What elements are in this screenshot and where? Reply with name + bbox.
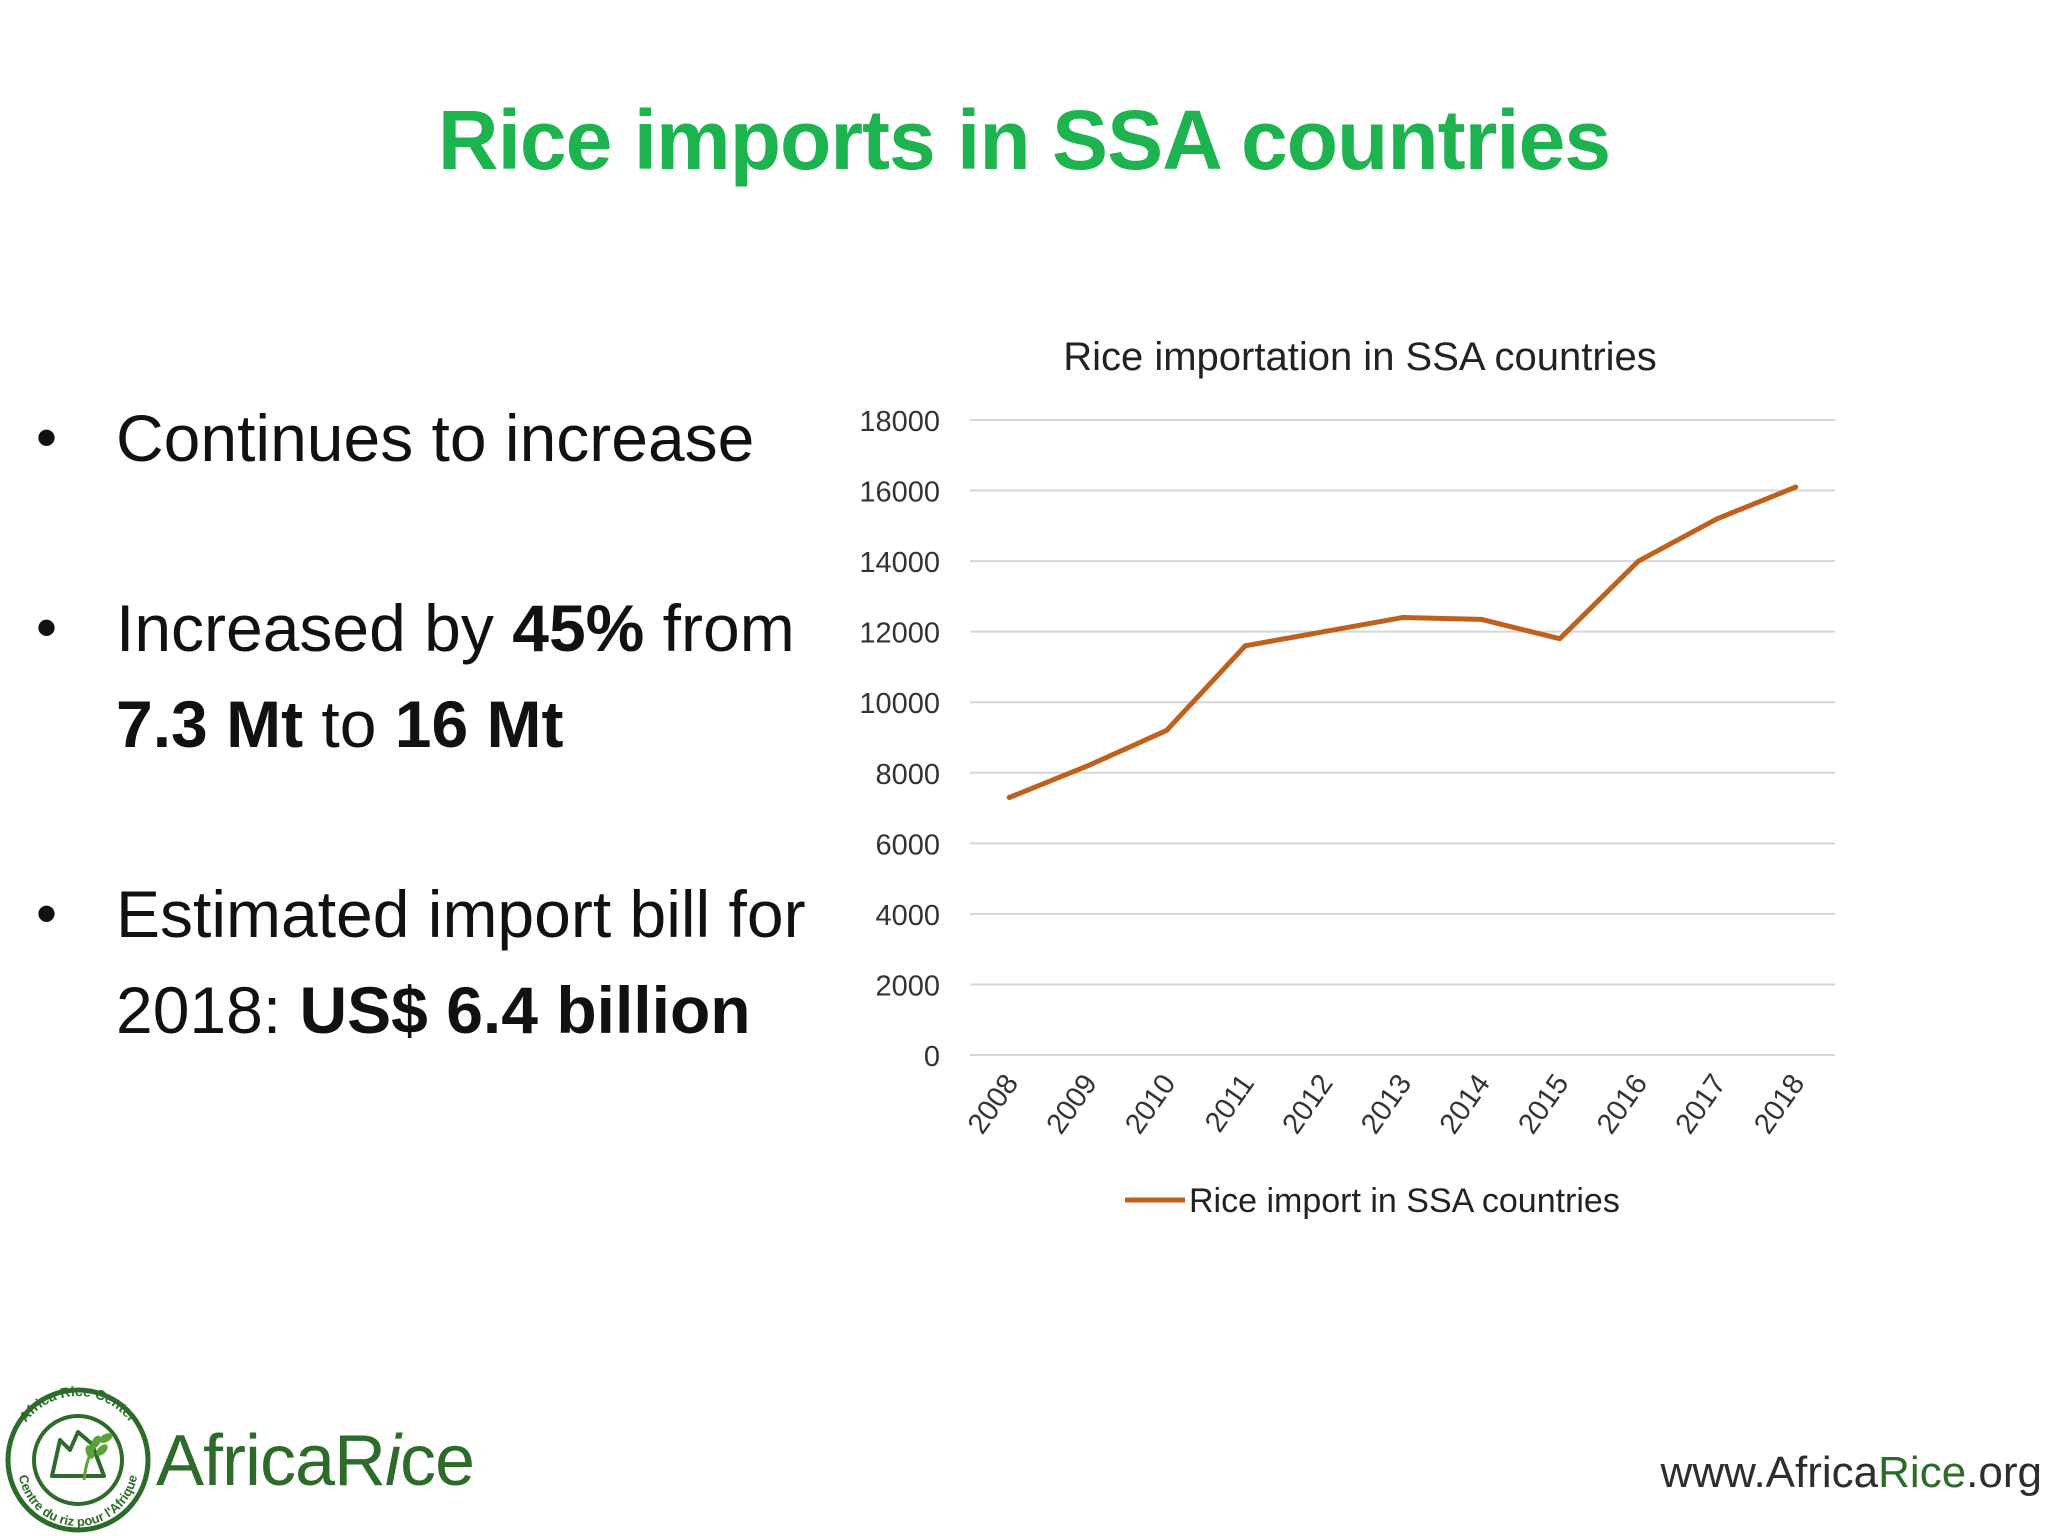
chart-title: Rice importation in SSA countries bbox=[1063, 335, 1657, 379]
website-url: www.AfricaRice.org bbox=[1661, 1448, 2042, 1498]
data-point bbox=[1242, 643, 1248, 649]
website-part: www.Africa bbox=[1660, 1448, 1879, 1497]
africarice-logo: Africa Rice Center Centre du riz pour l'… bbox=[5, 1383, 151, 1533]
bullet-item: Continues to increase bbox=[36, 390, 826, 486]
x-tick-label: 2015 bbox=[1512, 1069, 1575, 1140]
logo-word-part: i bbox=[385, 1421, 401, 1501]
y-tick-label: 8000 bbox=[875, 759, 940, 791]
bullet-item: Estimated import bill for 2018: US$ 6.4 … bbox=[36, 866, 826, 1058]
bullet-text: Estimated import bill for 2018: bbox=[116, 877, 806, 1047]
website-part: .org bbox=[1966, 1448, 2042, 1497]
y-tick-label: 12000 bbox=[859, 618, 940, 650]
x-tick-label: 2008 bbox=[962, 1069, 1025, 1140]
data-point bbox=[1557, 636, 1563, 642]
y-tick-label: 6000 bbox=[875, 829, 940, 861]
series-line bbox=[1006, 484, 1799, 800]
logo-word-part: Afri bbox=[156, 1421, 261, 1501]
data-point bbox=[1164, 727, 1170, 733]
slide-title: Rice imports in SSA countries bbox=[437, 93, 1611, 187]
logo-word-part: ca bbox=[260, 1421, 335, 1501]
legend-label: Rice import in SSA countries bbox=[1189, 1182, 1620, 1220]
data-point bbox=[1085, 763, 1091, 769]
bullet-list: Continues to increase Increased by 45% fr… bbox=[36, 390, 826, 1152]
y-axis-ticks: 0 2000 4000 6000 8000 10000 12000 14000 16000 180… bbox=[859, 406, 940, 1073]
x-axis-ticks: 2008 2009 2010 2011 2012 2013 2014 2015 2016 2017… bbox=[962, 1069, 1812, 1140]
bullet-item: Increased by 45% from 7.3 Mt to 16 Mt bbox=[36, 580, 826, 772]
x-tick-label: 2013 bbox=[1355, 1069, 1418, 1140]
bullet-text: from bbox=[644, 591, 795, 665]
y-tick-label: 10000 bbox=[859, 688, 940, 720]
x-tick-label: 2012 bbox=[1276, 1069, 1339, 1140]
y-tick-label: 16000 bbox=[859, 477, 940, 509]
bullet-text: Increased by bbox=[116, 591, 513, 665]
bullet-text: 45% bbox=[512, 591, 645, 665]
data-point bbox=[1006, 794, 1012, 800]
x-tick-label: 2016 bbox=[1591, 1069, 1654, 1140]
y-tick-label: 2000 bbox=[875, 970, 940, 1002]
logo-ring-inner bbox=[32, 1414, 124, 1506]
x-tick-label: 2014 bbox=[1434, 1069, 1497, 1140]
logo-word-part: ce bbox=[400, 1421, 475, 1501]
y-tick-label: 0 bbox=[924, 1041, 940, 1073]
x-tick-label: 2010 bbox=[1119, 1069, 1182, 1140]
gridlines bbox=[970, 419, 1835, 1056]
logo-map-icon bbox=[50, 1430, 106, 1478]
bullet-text: Continues to increase bbox=[116, 401, 755, 475]
x-tick-label: 2018 bbox=[1748, 1069, 1811, 1140]
y-tick-label: 14000 bbox=[859, 547, 940, 579]
data-point bbox=[1714, 516, 1720, 522]
x-tick-label: 2011 bbox=[1199, 1069, 1261, 1138]
legend: Rice import in SSA countries bbox=[1125, 1182, 1620, 1220]
logo-word-part: R bbox=[334, 1421, 386, 1501]
x-tick-label: 2009 bbox=[1040, 1069, 1103, 1140]
bullet-text: to bbox=[303, 687, 395, 761]
bullet-text: 7.3 Mt bbox=[116, 687, 304, 761]
line-chart: Rice importation in SSA countries 0 2000 4… bbox=[859, 335, 1835, 1220]
series-layer bbox=[1006, 484, 1799, 800]
data-point bbox=[1400, 615, 1405, 621]
bullet-text: 16 Mt bbox=[394, 687, 564, 761]
logo-rice-grains bbox=[85, 1433, 113, 1459]
data-point bbox=[1793, 484, 1799, 490]
data-point bbox=[1635, 558, 1641, 564]
y-tick-label: 18000 bbox=[859, 406, 940, 438]
x-tick-label: 2017 bbox=[1670, 1069, 1733, 1140]
data-point bbox=[1321, 629, 1327, 635]
y-tick-label: 4000 bbox=[875, 900, 940, 932]
bullet-text: US$ 6.4 billion bbox=[299, 973, 751, 1047]
data-point bbox=[1478, 616, 1484, 622]
logo-wordmark: AfricaRice bbox=[156, 1420, 475, 1502]
website-part: Rice bbox=[1878, 1448, 1967, 1497]
